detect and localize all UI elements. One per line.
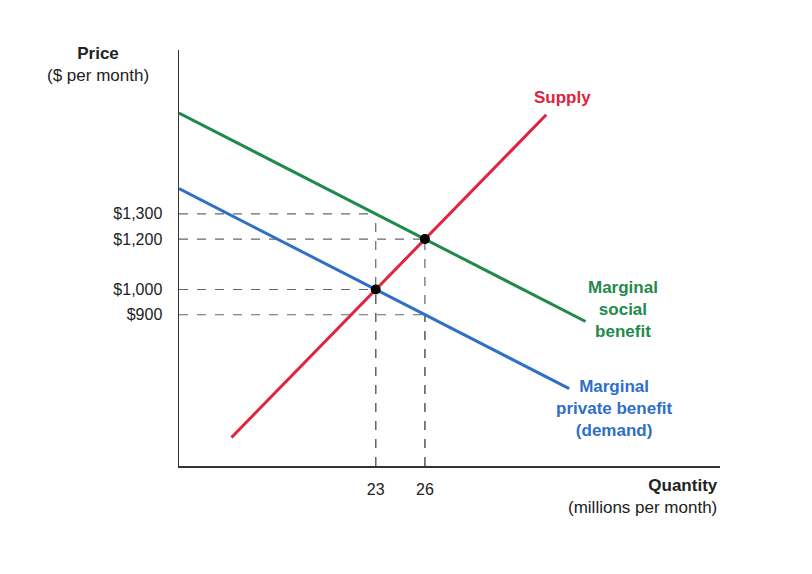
svg-text:$1,200: $1,200 bbox=[113, 231, 162, 248]
svg-text:$1,300: $1,300 bbox=[113, 205, 162, 222]
svg-text:$900: $900 bbox=[127, 306, 163, 323]
svg-text:23: 23 bbox=[367, 481, 385, 498]
svg-text:$1,000: $1,000 bbox=[113, 281, 162, 298]
svg-text:Marginalsocialbenefit: Marginalsocialbenefit bbox=[588, 278, 658, 341]
svg-text:26: 26 bbox=[416, 481, 434, 498]
svg-text:Marginalprivate benefit(demand: Marginalprivate benefit(demand) bbox=[556, 377, 673, 440]
svg-text:Quantity(millions per month): Quantity(millions per month) bbox=[568, 476, 718, 517]
svg-text:Price($ per month): Price($ per month) bbox=[47, 44, 149, 85]
svg-text:Supply: Supply bbox=[534, 88, 591, 107]
